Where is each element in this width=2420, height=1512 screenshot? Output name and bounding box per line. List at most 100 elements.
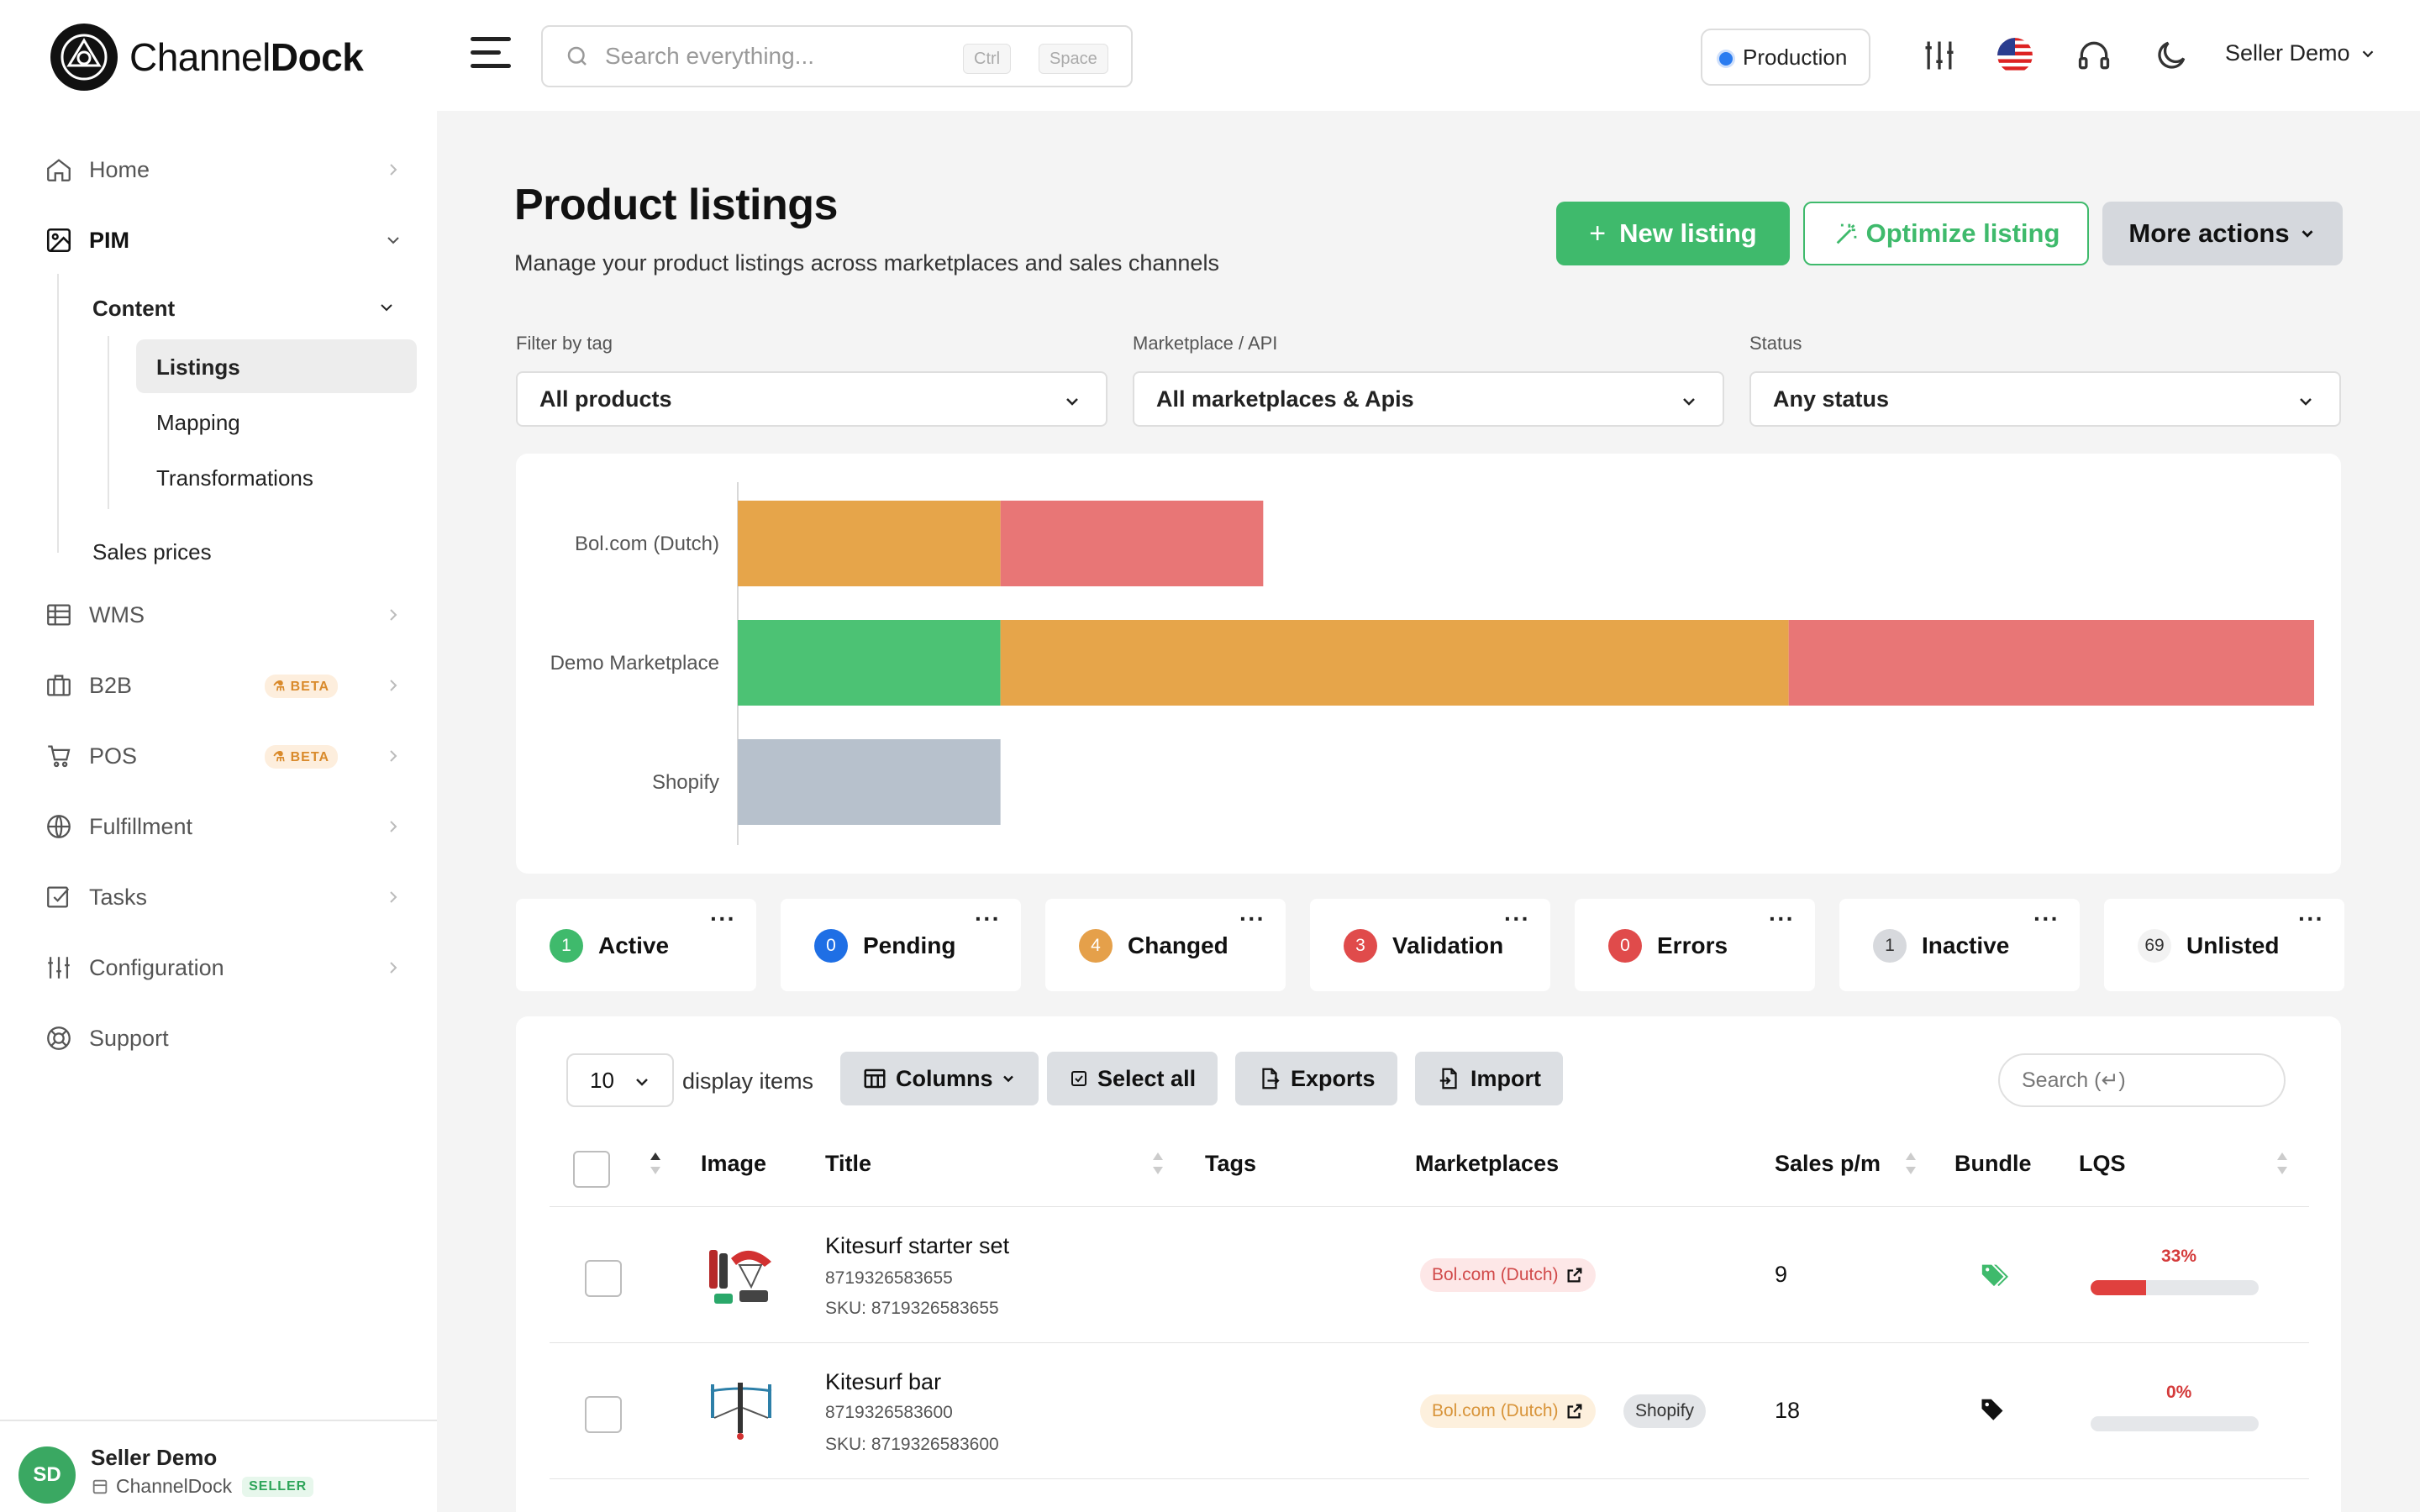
sidebar-item-listings-highlight[interactable]	[136, 339, 417, 393]
more-options-icon[interactable]: ···	[710, 906, 736, 932]
sidebar-item-tasks[interactable]: Tasks	[42, 870, 403, 924]
marketplace-tag[interactable]: Bol.com (Dutch)	[1420, 1258, 1596, 1292]
beta-badge: ⚗ BETA	[264, 675, 338, 698]
headset-icon[interactable]	[2075, 37, 2112, 74]
optimize-listing-button[interactable]: Optimize listing	[1803, 202, 2089, 265]
column-header-lqs[interactable]: LQS	[2079, 1151, 2126, 1176]
more-actions-button[interactable]: More actions	[2102, 202, 2343, 265]
sidebar-item-b2b[interactable]: B2B ⚗ BETA	[42, 659, 403, 712]
user-menu[interactable]: Seller Demo	[2225, 40, 2377, 66]
sidebar-item-listings[interactable]: Listings	[156, 354, 240, 380]
sort-icon[interactable]	[1151, 1149, 1165, 1178]
chevron-down-icon	[2362, 50, 2373, 57]
columns-icon	[864, 1068, 886, 1089]
row-checkbox[interactable]	[585, 1260, 622, 1297]
status-tab-pending[interactable]: 0 Pending ···	[781, 899, 1021, 991]
chart-bar-segment[interactable]	[1788, 620, 2314, 706]
status-tab-validation[interactable]: 3 Validation ···	[1310, 899, 1550, 991]
product-title[interactable]: Kitesurf starter set	[825, 1233, 1010, 1258]
sidebar-item-pos[interactable]: POS ⚗ BETA	[42, 729, 403, 783]
product-image[interactable]	[706, 1240, 776, 1310]
beta-badge: ⚗ BETA	[264, 745, 338, 769]
sidebar-item-home[interactable]: Home	[42, 143, 403, 197]
status-dot	[1719, 52, 1733, 66]
chart-bar-segment[interactable]	[1000, 501, 1264, 586]
more-options-icon[interactable]: ···	[1769, 906, 1795, 932]
more-options-icon[interactable]: ···	[975, 906, 1001, 932]
sort-icon[interactable]	[1904, 1149, 1918, 1178]
import-button[interactable]: Import	[1415, 1052, 1563, 1105]
select-all-checkbox[interactable]	[573, 1151, 610, 1188]
divider	[550, 1342, 2309, 1343]
sidebar-item-fulfillment[interactable]: Fulfillment	[42, 800, 403, 853]
table-search-input[interactable]: Search (↵)	[1998, 1053, 2286, 1107]
more-options-icon[interactable]: ···	[1239, 906, 1265, 932]
sidebar-item-sales-prices[interactable]: Sales prices	[92, 539, 212, 564]
page-subtitle: Manage your product listings across mark…	[514, 250, 1219, 276]
status-tab-errors[interactable]: 0 Errors ···	[1575, 899, 1815, 991]
sidebar-footer[interactable]: SD Seller Demo ChannelDock SELLER	[0, 1420, 437, 1512]
product-sku: SKU: 8719326583655	[825, 1299, 999, 1318]
logo[interactable]: ChannelDock	[50, 24, 364, 91]
listings-bar-chart: Bol.com (Dutch) Demo Marketplace Shopify	[550, 482, 2314, 845]
filter-status-select[interactable]: Any status	[1749, 371, 2341, 427]
chart-bar-segment[interactable]	[738, 620, 1001, 706]
sidebar-item-transformations[interactable]: Transformations	[156, 465, 313, 491]
status-tab-inactive[interactable]: 1 Inactive ···	[1839, 899, 2080, 991]
global-search-input[interactable]: Search everything... Ctrl Space	[541, 25, 1133, 87]
select-all-button[interactable]: Select all	[1047, 1052, 1218, 1105]
us-flag-icon[interactable]	[1996, 37, 2033, 74]
product-title[interactable]: Kitesurf bar	[825, 1369, 942, 1394]
chart-bar-segment[interactable]	[738, 739, 1001, 825]
chevron-down-icon	[1683, 398, 1695, 406]
tree-line	[108, 336, 109, 509]
checkbox-icon	[1071, 1071, 1086, 1086]
display-items-label: display items	[682, 1068, 814, 1094]
status-count-badge: 1	[1873, 929, 1907, 963]
column-header-sales[interactable]: Sales p/m	[1775, 1151, 1881, 1176]
status-label: Validation	[1392, 932, 1504, 958]
marketplace-tag[interactable]: Bol.com (Dutch)	[1420, 1394, 1596, 1428]
divider	[550, 1206, 2309, 1207]
sidebar-item-mapping[interactable]: Mapping	[156, 410, 240, 435]
sidebar-item-configuration[interactable]: Configuration	[42, 941, 403, 995]
filter-tag-select[interactable]: All products	[516, 371, 1107, 427]
status-tab-active[interactable]: 1 Active ···	[516, 899, 756, 991]
filter-marketplace-select[interactable]: All marketplaces & Apis	[1133, 371, 1724, 427]
columns-button[interactable]: Columns	[840, 1052, 1039, 1105]
new-listing-button[interactable]: + New listing	[1556, 202, 1790, 265]
marketplace-tag[interactable]: Shopify	[1623, 1394, 1707, 1428]
chart-bar-segment[interactable]	[738, 501, 1001, 586]
sidebar-item-wms[interactable]: WMS	[42, 588, 403, 642]
more-options-icon[interactable]: ···	[2298, 906, 2324, 932]
row-checkbox[interactable]	[585, 1396, 622, 1433]
avatar[interactable]: SD	[18, 1446, 76, 1504]
sidebar-item-content[interactable]: Content	[92, 296, 176, 321]
environment-badge[interactable]: Production	[1701, 29, 1871, 86]
sidebar-item-label: Support	[89, 1025, 169, 1051]
sort-icon[interactable]	[2275, 1149, 2289, 1178]
moon-icon[interactable]	[2153, 37, 2190, 74]
sliders-icon	[42, 951, 76, 984]
product-ean: 8719326583655	[825, 1268, 953, 1288]
sliders-icon[interactable]	[1921, 37, 1958, 74]
more-options-icon[interactable]: ···	[1504, 906, 1530, 932]
sidebar-item-pim[interactable]: PIM	[42, 213, 403, 267]
exports-button[interactable]: Exports	[1235, 1052, 1397, 1105]
sidebar-item-support[interactable]: Support	[42, 1011, 403, 1065]
chart-bar-segment[interactable]	[1000, 620, 1789, 706]
sort-icon[interactable]	[649, 1149, 662, 1178]
per-page-select[interactable]: 10	[566, 1053, 674, 1107]
chevron-down-icon	[2302, 230, 2313, 238]
status-count-badge: 0	[1608, 929, 1642, 963]
more-options-icon[interactable]: ···	[2033, 906, 2060, 932]
product-image[interactable]	[706, 1374, 776, 1445]
column-header-title[interactable]: Title	[825, 1151, 872, 1176]
chevron-down-icon	[2300, 398, 2312, 406]
menu-toggle-icon[interactable]	[471, 37, 511, 71]
chart-category-label: Demo Marketplace	[550, 652, 719, 675]
status-tab-unlisted[interactable]: 69 Unlisted ···	[2104, 899, 2344, 991]
status-tab-changed[interactable]: 4 Changed ···	[1045, 899, 1286, 991]
chevron-down-icon	[1066, 398, 1078, 406]
divider	[550, 1478, 2309, 1479]
